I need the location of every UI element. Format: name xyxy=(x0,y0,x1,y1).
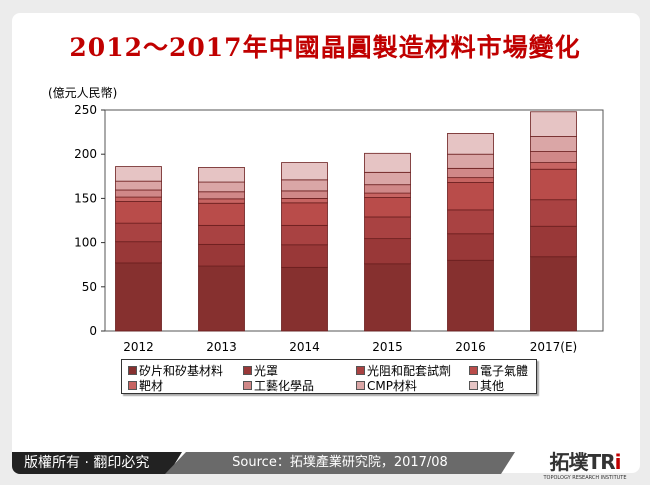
bar-segment xyxy=(447,167,494,179)
bar-segment xyxy=(115,180,162,191)
bar-segment xyxy=(530,168,577,201)
bar-segment xyxy=(115,166,162,182)
y-tick-label: 200 xyxy=(74,147,97,161)
bar-segment xyxy=(364,152,411,173)
legend-swatch xyxy=(243,366,252,375)
y-tick-label: 100 xyxy=(74,236,97,250)
x-tick-label: 2015 xyxy=(372,340,403,354)
y-tick-label: 250 xyxy=(74,103,97,117)
source-text: Source：拓墣產業研究院，2017/08 xyxy=(165,452,515,474)
bar-segment xyxy=(530,151,577,163)
legend-item: 其他 xyxy=(469,377,504,394)
legend-item: 工藝化學品 xyxy=(243,377,314,394)
legend-swatch xyxy=(243,381,252,390)
bar-segment xyxy=(364,192,411,198)
bar-segment xyxy=(198,202,245,226)
logo: 拓墣TRi TOPOLOGY RESEARCH INSTITUTE xyxy=(535,446,635,481)
legend-item: 矽片和矽基材料 xyxy=(128,362,223,379)
bar-segment xyxy=(115,262,162,332)
legend-item: 光阻和配套試劑 xyxy=(356,362,451,379)
legend-swatch xyxy=(469,366,478,375)
legend-item: 光罩 xyxy=(243,362,278,379)
legend-label: 矽片和矽基材料 xyxy=(139,364,224,378)
bar-segment xyxy=(115,196,162,202)
bar-segment xyxy=(115,201,162,224)
bar-segment xyxy=(530,256,577,332)
bar-segment xyxy=(364,216,411,240)
legend-item: CMP材料 xyxy=(356,377,417,394)
plot-area xyxy=(104,109,604,332)
bar-segment xyxy=(447,209,494,235)
bar-segment xyxy=(281,190,328,199)
y-tick-label: 50 xyxy=(82,280,97,294)
bar-segment xyxy=(281,244,328,268)
legend-swatch xyxy=(356,366,365,375)
chart-title: 2012～2017年中國晶圓製造材料市場變化 xyxy=(69,33,581,62)
bar-segment xyxy=(281,162,328,181)
bar-segment xyxy=(198,181,245,193)
bar-segment xyxy=(447,259,494,332)
bar-segment xyxy=(447,153,494,169)
legend-label: 工藝化學品 xyxy=(254,379,315,393)
x-tick-label: 2014 xyxy=(289,340,320,354)
legend-swatch xyxy=(469,381,478,390)
bar-segment xyxy=(364,197,411,218)
bar-segment xyxy=(530,225,577,258)
bar-segment xyxy=(198,265,245,332)
bar-segment xyxy=(115,189,162,198)
bar-segment xyxy=(281,197,328,204)
bar-segment xyxy=(281,179,328,192)
y-tick-label: 150 xyxy=(74,191,97,205)
bar-segment xyxy=(447,233,494,261)
legend-swatch xyxy=(128,381,137,390)
bar-segment xyxy=(198,198,245,204)
legend-label: 電子氣體 xyxy=(480,364,529,378)
bar-segment xyxy=(530,199,577,227)
legend-item: 電子氣體 xyxy=(469,362,528,379)
bar-segment xyxy=(530,162,577,170)
x-tick-label: 2016 xyxy=(455,340,486,354)
bar-segment xyxy=(530,136,577,152)
legend-item: 靶材 xyxy=(128,377,163,394)
legend-label: CMP材料 xyxy=(367,379,417,393)
bar-segment xyxy=(198,191,245,200)
logo-subtitle: TOPOLOGY RESEARCH INSTITUTE xyxy=(543,475,627,481)
bar-segment xyxy=(198,167,245,183)
bar-segment xyxy=(364,184,411,194)
x-tick-label: 2013 xyxy=(206,340,237,354)
bar-segment xyxy=(281,202,328,226)
bar-segment xyxy=(447,182,494,211)
bar-segment xyxy=(281,266,328,332)
bar-segment xyxy=(364,171,411,186)
legend: 矽片和矽基材料 光罩 光阻和配套試劑 電子氣體靶材 工藝化學品 CMP材料 其他 xyxy=(121,359,537,394)
bar-segment xyxy=(364,263,411,332)
x-tick-label: 2017(E) xyxy=(530,340,577,354)
legend-label: 靶材 xyxy=(139,379,164,393)
x-tick-label: 2012 xyxy=(123,340,154,354)
bar-segment xyxy=(198,224,245,245)
bar-segment xyxy=(447,177,494,183)
legend-label: 光阻和配套試劑 xyxy=(367,364,452,378)
legend-label: 其他 xyxy=(480,379,505,393)
y-axis-label: (億元人民幣) xyxy=(48,86,118,100)
bar-segment xyxy=(530,111,577,137)
bar-segment xyxy=(115,222,162,243)
bar-segment xyxy=(364,238,411,265)
legend-label: 光罩 xyxy=(254,364,279,378)
bar-segment xyxy=(115,241,162,264)
legend-swatch xyxy=(356,381,365,390)
bar-segment xyxy=(447,133,494,155)
copyright-notice: 版權所有 · 翻印必究 xyxy=(12,452,182,474)
legend-swatch xyxy=(128,366,137,375)
bar-segment xyxy=(281,224,328,246)
bar-segment xyxy=(198,243,245,267)
y-tick-label: 0 xyxy=(89,324,97,338)
